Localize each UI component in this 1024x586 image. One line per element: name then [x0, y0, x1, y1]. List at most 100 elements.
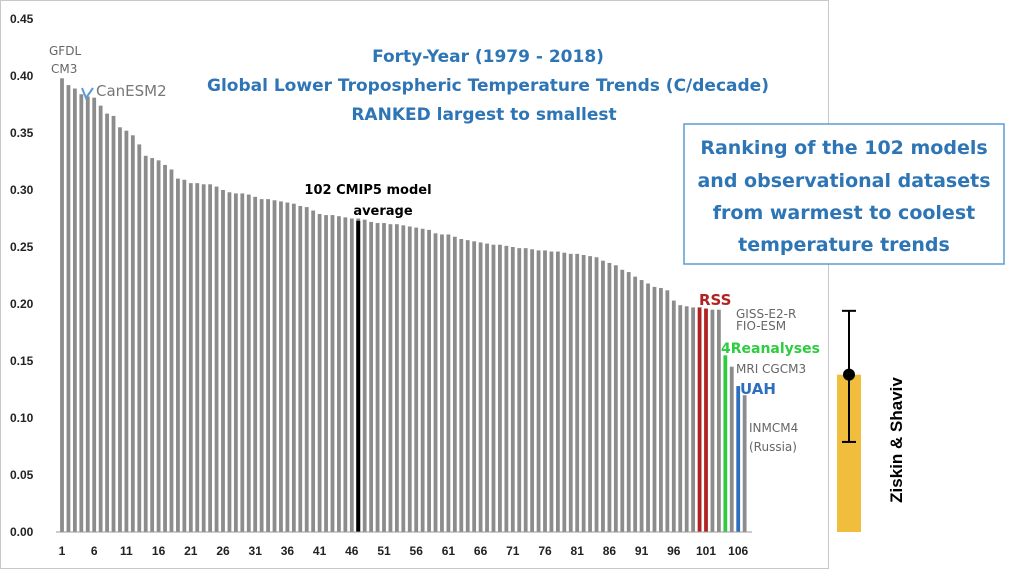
bar-101	[704, 308, 708, 532]
bar-57	[420, 228, 425, 532]
x-tick-label: 61	[442, 544, 456, 558]
bar-28	[233, 193, 238, 533]
bar-5	[85, 96, 90, 533]
bar-103	[716, 309, 721, 532]
bar-41	[317, 213, 322, 532]
ziskin-shaviv-point	[843, 368, 855, 381]
bar-15	[150, 158, 155, 532]
x-tick-label: 71	[506, 544, 520, 558]
bar-104	[723, 355, 728, 532]
y-tick-label: 0.45	[10, 12, 34, 26]
bar-75	[536, 250, 541, 533]
bar-23	[201, 184, 206, 533]
bar-44	[337, 216, 341, 532]
bar-106	[736, 386, 741, 532]
ziskin-shaviv-label: Ziskin & Shaviv	[887, 377, 906, 503]
chart-title-line-1: Forty-Year (1979 - 2018)	[372, 47, 604, 67]
bar-50	[375, 223, 380, 532]
y-axis: 0.00 0.05 0.10 0.15 0.20 0.25 0.30 0.35 0.40 0.45	[10, 12, 34, 539]
bar-78	[555, 251, 560, 532]
annotation-reanalyses: 4Reanalyses	[721, 341, 820, 357]
y-tick-label: 0.35	[10, 126, 34, 140]
bar-69	[498, 244, 502, 532]
bar-63	[459, 239, 464, 532]
bar-12	[130, 135, 135, 532]
average-bar	[356, 220, 361, 532]
bar-77	[549, 251, 554, 532]
bar-16	[156, 160, 161, 533]
bar-48	[362, 219, 367, 532]
bar-22	[195, 183, 200, 532]
x-axis: 1 6 11 16 21 26 31 36 41 46 51 56 61 66 71 76 81 86 91 96 10…	[59, 544, 749, 558]
annotation-canesm2: CanESM2	[96, 82, 167, 100]
bar-84	[594, 257, 599, 532]
annotation-russia: (Russia)	[749, 440, 797, 454]
bar-105	[729, 366, 734, 532]
x-tick-label: 1	[59, 544, 66, 558]
bar-4	[79, 94, 84, 533]
bar-51	[382, 223, 386, 532]
bar-53	[394, 224, 399, 532]
bar-82	[581, 254, 586, 533]
x-tick-label: 96	[667, 544, 681, 558]
bar-32	[259, 199, 264, 532]
bar-49	[369, 221, 374, 533]
bar-25	[214, 186, 219, 532]
bar-20	[182, 179, 187, 533]
bar-34	[272, 200, 277, 532]
bar-29	[240, 193, 245, 533]
bars-group	[56, 78, 752, 533]
bar-66	[478, 242, 483, 532]
bar-107	[742, 395, 747, 532]
annotation-fio: FIO-ESM	[736, 319, 786, 333]
y-tick-label: 0.10	[10, 411, 34, 425]
bar-61	[446, 234, 451, 532]
bar-21	[188, 183, 193, 532]
bar-7	[98, 105, 103, 532]
x-tick-label: 86	[603, 544, 617, 558]
bar-8	[105, 113, 109, 533]
bar-79	[562, 252, 567, 532]
bar-30	[246, 194, 251, 532]
bar-10	[118, 127, 122, 533]
bar-99	[691, 307, 696, 532]
bar-35	[279, 201, 283, 532]
ranking-box-line-1: Ranking of the 102 models	[700, 137, 987, 159]
bar-76	[543, 250, 547, 533]
x-tick-label: 91	[635, 544, 649, 558]
bar-58	[427, 229, 431, 532]
bar-93	[652, 286, 657, 532]
bar-88	[620, 269, 625, 532]
bar-11	[124, 130, 129, 532]
bar-64	[465, 240, 470, 532]
bar-18	[169, 169, 174, 533]
bar-85	[601, 260, 605, 532]
bar-95	[665, 290, 670, 532]
bar-74	[530, 249, 535, 532]
bar-55	[407, 226, 412, 533]
x-tick-label: 51	[377, 544, 391, 558]
bar-46	[349, 218, 354, 532]
x-tick-label: 16	[152, 544, 166, 558]
y-tick-label: 0.25	[10, 240, 34, 254]
ranking-box-line-3: from warmest to coolest	[713, 202, 975, 224]
bar-36	[285, 202, 290, 533]
bar-89	[626, 272, 631, 532]
bar-37	[291, 203, 296, 532]
ranking-box	[683, 123, 1005, 265]
bar-39	[304, 207, 309, 532]
bar-52	[388, 224, 393, 532]
bar-68	[491, 244, 496, 532]
bar-62	[452, 236, 457, 533]
annotation-cmip5-average-line-1: 102 CMIP5 model	[304, 183, 431, 198]
bar-42	[324, 215, 328, 532]
bar-91	[639, 280, 644, 532]
annotation-cmip5-average-line-2: average	[353, 204, 413, 219]
bar-100	[697, 307, 702, 532]
x-tick-label: 81	[571, 544, 585, 558]
annotation-giss: GISS-E2-R	[736, 307, 796, 321]
bar-24	[208, 184, 213, 533]
annotation-mri: MRI CGCM3	[736, 362, 806, 376]
x-tick-label: 56	[410, 544, 424, 558]
bar-3	[72, 88, 77, 532]
